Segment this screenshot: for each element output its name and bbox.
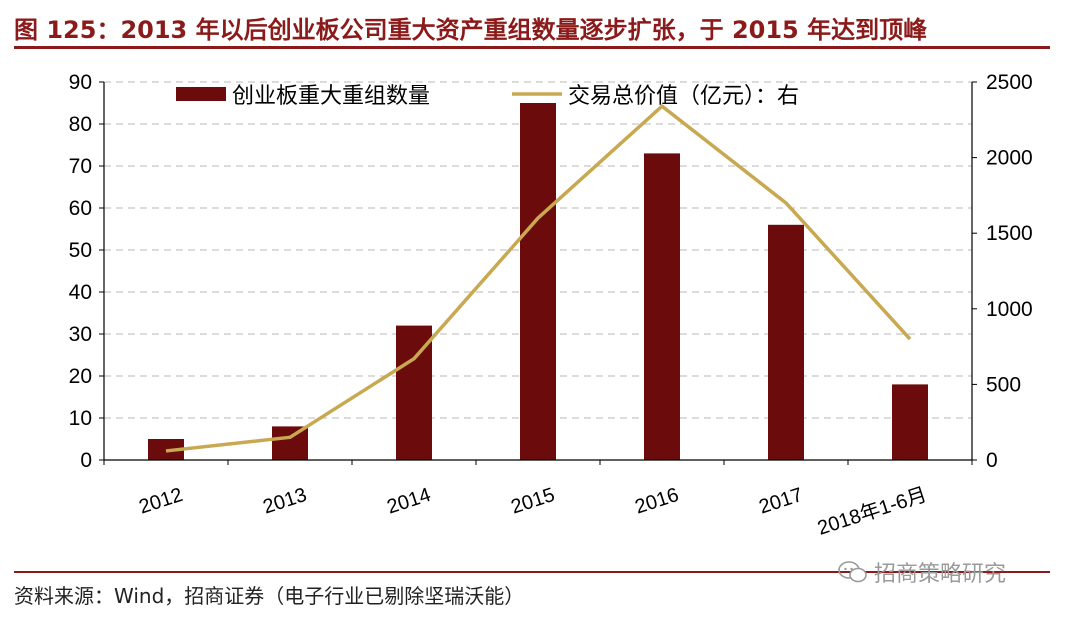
y-left-tick-label: 50 <box>69 239 92 262</box>
y-right-tick-label: 2500 <box>986 71 1033 94</box>
legend-bar-label: 创业板重大重组数量 <box>232 84 430 109</box>
wechat-icon <box>838 561 867 583</box>
y-left-tick-label: 60 <box>69 197 92 220</box>
x-tick-label: 2013 <box>260 484 309 519</box>
y-right-tick-label: 1000 <box>986 298 1033 321</box>
y-left-tick-label: 70 <box>69 155 92 178</box>
y-right-tick-label: 2000 <box>986 147 1033 170</box>
legend-line-label: 交易总价值（亿元）：右 <box>568 84 799 109</box>
legend-bar-swatch <box>176 87 226 101</box>
x-tick-label: 2015 <box>508 484 557 519</box>
y-left-tick-label: 90 <box>69 71 92 94</box>
y-left-tick-label: 30 <box>69 323 92 346</box>
watermark: 招商策略研究 <box>838 556 1006 588</box>
figure-title: 图 125：2013 年以后创业板公司重大资产重组数量逐步扩张，于 2015 年… <box>14 16 928 44</box>
title-rule <box>14 46 1050 49</box>
x-tick-label: 2017 <box>756 484 805 519</box>
combo-chart: 0 10 20 30 40 50 60 70 80 90 0 500 1000 1500 2000 2500 2… <box>69 71 1033 540</box>
x-tick-label: 2012 <box>136 484 185 519</box>
bar <box>396 325 432 460</box>
y-left-tick-label: 20 <box>69 365 92 388</box>
bar <box>272 426 308 460</box>
y-right-tick-label: 500 <box>986 373 1021 396</box>
bar <box>892 384 928 460</box>
x-tick-label: 2016 <box>632 484 681 519</box>
y-left-tick-label: 0 <box>80 449 92 472</box>
bar-series <box>148 103 928 460</box>
x-tick-label: 2014 <box>384 484 433 519</box>
bar <box>768 224 804 460</box>
legend: 创业板重大重组数量 交易总价值（亿元）：右 <box>176 84 799 109</box>
y-right-tick-label: 0 <box>986 449 998 472</box>
y-right-tick-label: 1500 <box>986 222 1033 245</box>
y-left-tick-label: 40 <box>69 281 92 304</box>
line-series <box>165 104 912 453</box>
watermark-text: 招商策略研究 <box>874 562 1007 587</box>
footer-rule <box>14 571 1050 573</box>
y-left-tick-label: 10 <box>69 407 92 430</box>
bar <box>644 153 680 460</box>
source-note: 资料来源：Wind，招商证券（电子行业已剔除坚瑞沃能） <box>14 584 525 608</box>
y-left-tick-label: 80 <box>69 113 92 136</box>
x-tick-label: 2018年1-6月 <box>815 483 930 540</box>
bar <box>520 103 556 460</box>
